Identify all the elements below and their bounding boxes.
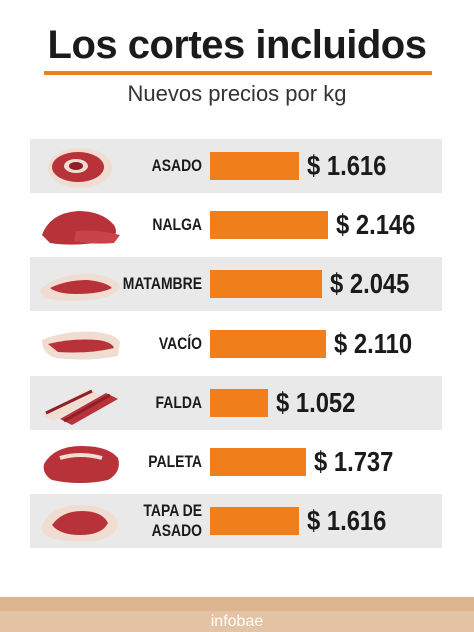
chart-row: FALDA $ 1.052 (30, 376, 442, 430)
category-label: NALGA (152, 215, 202, 234)
category-label: MATAMBRE (122, 274, 202, 293)
vacio-meat-icon (42, 331, 120, 360)
tapa-de-asado-meat-icon (41, 505, 118, 542)
chart-row: TAPA DE ASADO $ 1.616 (30, 494, 442, 548)
chart-row: PALETA $ 1.737 (30, 435, 442, 489)
category-label: PALETA (148, 452, 202, 471)
chart-row: MATAMBRE $ 2.045 (30, 257, 442, 311)
price-label: $ 2.045 (330, 268, 410, 299)
price-label: $ 1.052 (276, 387, 356, 418)
title-underline (44, 71, 432, 75)
price-label: $ 2.110 (334, 328, 413, 359)
category-label: VACÍO (158, 334, 202, 353)
price-bar (210, 330, 326, 358)
price-bar (210, 448, 306, 476)
price-bar (210, 389, 268, 417)
asado-meat-icon (48, 148, 112, 188)
price-bar (210, 152, 299, 180)
chart-row: NALGA $ 2.146 (30, 198, 442, 252)
price-bar (210, 270, 322, 298)
price-bar (210, 507, 299, 535)
category-label: FALDA (155, 393, 202, 412)
price-label: $ 2.146 (336, 209, 416, 240)
page-subtitle: Nuevos precios por kg (127, 81, 347, 106)
price-label: $ 1.737 (314, 446, 394, 477)
category-label: TAPA DE ASADO (143, 501, 202, 540)
chart-row: ASADO $ 1.616 (30, 139, 442, 193)
page-title: Los cortes incluidos (47, 23, 427, 67)
falda-meat-icon (42, 389, 118, 425)
chart-row: VACÍO $ 2.110 (30, 317, 442, 371)
category-label: ASADO (151, 156, 202, 175)
brand-logo: infobae (210, 613, 264, 630)
matambre-meat-icon (40, 274, 120, 301)
price-label: $ 1.616 (307, 505, 387, 536)
paleta-meat-icon (43, 446, 119, 483)
footer-stripe (0, 597, 474, 611)
price-bar (210, 211, 328, 239)
nalga-meat-icon (42, 211, 120, 245)
price-label: $ 1.616 (307, 150, 387, 181)
